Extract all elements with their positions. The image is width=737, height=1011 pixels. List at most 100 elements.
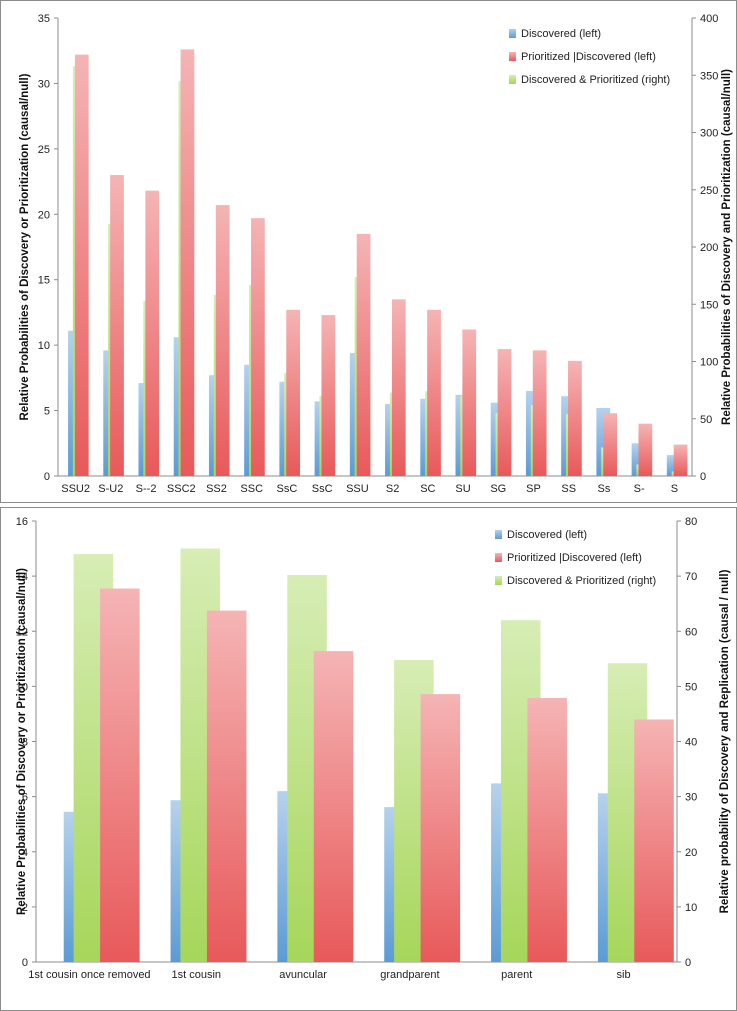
x-tick-label: SsC <box>312 483 333 495</box>
y-tick-label-left: 14 <box>16 571 28 583</box>
chart-bottom: 0 2 4 6 8 10 12 14 16 0 10 20 30 40 50 60 70 80 Relative P… <box>16 516 731 981</box>
legend-swatch <box>509 29 516 38</box>
x-tick-label: 1st cousin once removed <box>28 969 150 981</box>
y-tick-label-right: 400 <box>700 13 718 25</box>
x-tick-label: SSC <box>240 483 263 495</box>
y-tick-label-right: 0 <box>685 957 691 969</box>
x-tick-label: S <box>671 483 678 495</box>
bar-prioritized-3 <box>180 49 195 477</box>
bar-prioritized-0 <box>100 588 140 962</box>
x-tick-label: S--2 <box>136 483 157 495</box>
x-tick-label: SSU <box>346 483 369 495</box>
x-tick-label: SSU2 <box>61 483 90 495</box>
legend-swatch <box>495 530 502 539</box>
x-tick-label: S-U2 <box>98 483 123 495</box>
bar-prioritized-9 <box>391 299 406 476</box>
y-tick-label-left: 0 <box>44 471 50 483</box>
bar-prioritized-10 <box>427 309 441 476</box>
legend-label: Prioritized |Discovered (left) <box>507 552 642 564</box>
bar-prioritized-16 <box>638 423 653 476</box>
y-tick-label-left: 12 <box>16 626 28 638</box>
y-tick-label-left: 10 <box>16 681 28 693</box>
y-tick-label-left: 20 <box>38 209 50 221</box>
bar-prioritized-4 <box>527 697 567 962</box>
x-tick-label: grandparent <box>380 969 439 981</box>
x-tick-label: SG <box>490 483 506 495</box>
y-tick-label-right: 70 <box>685 571 697 583</box>
legend-swatch <box>495 576 502 585</box>
y-tick-label-left: 15 <box>38 275 50 287</box>
y-tick-label-left: 8 <box>22 737 28 749</box>
y-tick-label-right: 50 <box>700 414 712 426</box>
chart-panel-bottom: 0 2 4 6 8 10 12 14 16 0 10 20 30 40 50 60 70 80 Relative P… <box>0 507 737 1011</box>
legend-swatch <box>509 75 516 84</box>
x-tick-label: sib <box>617 969 631 981</box>
bar-prioritized-8 <box>356 233 371 476</box>
legend-label: Discovered (left) <box>507 529 587 541</box>
x-tick-label: SsC <box>277 483 298 495</box>
bar-prioritized-17 <box>673 444 688 476</box>
y-tick-label-left: 10 <box>38 340 50 352</box>
chart-panel-top: 0 5 10 15 20 25 30 35 0 50 100 150 200 250 300 350 400 Re… <box>0 0 737 503</box>
bar-prioritized-1 <box>110 175 124 476</box>
y-axis-label-right: Relative probability of Discovery and Re… <box>719 569 731 913</box>
y-tick-label-left: 2 <box>22 902 28 914</box>
y-tick-label-right: 20 <box>685 847 697 859</box>
legend-label: Discovered & Prioritized (right) <box>521 74 670 86</box>
x-tick-label: Ss <box>598 483 611 495</box>
y-tick-label-right: 80 <box>685 516 697 528</box>
y-tick-label-right: 250 <box>700 185 718 197</box>
bar-prioritized-15 <box>603 413 617 476</box>
y-tick-label-left: 6 <box>22 792 28 804</box>
bar-prioritized-11 <box>462 329 477 476</box>
bar-prioritized-1 <box>206 610 247 962</box>
x-tick-label: parent <box>501 969 532 981</box>
y-tick-label-right: 350 <box>700 70 718 82</box>
x-tick-label: SC <box>420 483 435 495</box>
x-tick-label: SU <box>455 483 470 495</box>
y-tick-label-right: 0 <box>700 471 706 483</box>
y-tick-label-left: 25 <box>38 144 50 156</box>
bar-prioritized-4 <box>215 205 230 476</box>
x-tick-label: 1st cousin <box>171 969 221 981</box>
y-axis-label-right: Relative Probabilities of Discovery and … <box>721 69 733 425</box>
bar-prioritized-5 <box>634 719 674 962</box>
y-tick-label-right: 10 <box>685 902 697 914</box>
x-tick-label: S2 <box>386 483 399 495</box>
legend-label: Prioritized |Discovered (left) <box>521 51 656 63</box>
y-tick-label-right: 30 <box>685 792 697 804</box>
y-tick-label-right: 300 <box>700 128 718 140</box>
bar-prioritized-0 <box>74 54 89 476</box>
bar-prioritized-3 <box>420 694 461 962</box>
x-tick-label: S- <box>634 483 645 495</box>
x-tick-label: SS <box>561 483 576 495</box>
bar-prioritized-13 <box>532 350 547 476</box>
bar-prioritized-6 <box>286 309 300 476</box>
bar-prioritized-2 <box>145 190 160 476</box>
legend-swatch <box>509 52 516 61</box>
y-tick-label-left: 0 <box>22 957 28 969</box>
y-tick-label-left: 30 <box>38 78 50 90</box>
bar-prioritized-12 <box>497 349 512 476</box>
y-tick-label-right: 200 <box>700 242 718 254</box>
y-tick-label-right: 100 <box>700 357 718 369</box>
x-tick-label: SS2 <box>206 483 227 495</box>
y-tick-label-left: 35 <box>38 13 50 25</box>
y-tick-label-left: 16 <box>16 516 28 528</box>
y-axis-label-left: Relative Probabilities of Discovery or P… <box>16 568 28 915</box>
y-tick-label-right: 150 <box>700 299 718 311</box>
y-tick-label-right: 40 <box>685 737 697 749</box>
bar-prioritized-14 <box>568 360 582 476</box>
x-tick-label: SSC2 <box>167 483 196 495</box>
y-tick-label-right: 50 <box>685 681 697 693</box>
chart-top: 05101520253035050100150200250300350400Re… <box>19 13 733 495</box>
legend-label: Discovered & Prioritized (right) <box>507 575 656 587</box>
x-tick-label: SP <box>526 483 541 495</box>
y-axis-label-left: Relative Probabilities of Discovery or P… <box>19 73 31 420</box>
bar-prioritized-7 <box>321 315 336 476</box>
legend-swatch <box>495 553 502 562</box>
y-tick-label-right: 60 <box>685 626 697 638</box>
bar-prioritized-5 <box>251 218 265 476</box>
y-tick-label-left: 4 <box>22 847 28 859</box>
x-tick-label: avuncular <box>279 969 327 981</box>
